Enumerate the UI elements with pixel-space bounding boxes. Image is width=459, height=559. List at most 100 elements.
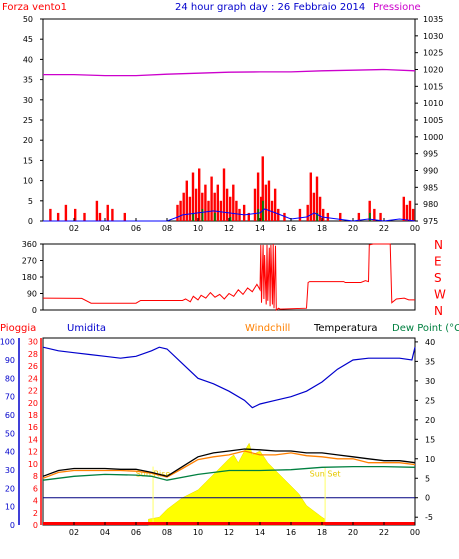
pressure-tick-label: 975 bbox=[423, 217, 438, 226]
wind-bar bbox=[322, 208, 325, 221]
gust-bar bbox=[257, 208, 260, 221]
pressure-tick-label: 1025 bbox=[423, 49, 443, 58]
humidity-line bbox=[42, 346, 416, 409]
temp-time-tick-label: 04 bbox=[100, 528, 110, 537]
humidity-axis-label: Umidita bbox=[67, 323, 106, 334]
wind-tick-label: 40 bbox=[23, 55, 33, 64]
wind-bar bbox=[267, 180, 271, 221]
pressure-tick-label: 1020 bbox=[423, 66, 443, 75]
wind-bar bbox=[408, 200, 412, 221]
pressure-tick-label: 990 bbox=[423, 167, 438, 176]
wind-time-tick-label: 20 bbox=[348, 224, 358, 233]
rain-tick-label: 16 bbox=[28, 423, 38, 432]
rain-tick-label: 30 bbox=[28, 338, 38, 347]
pressure-tick-label: 980 bbox=[423, 200, 438, 209]
wind-tick-label: 5 bbox=[28, 197, 33, 206]
wind-bar bbox=[213, 192, 216, 221]
wind-tick-label: 0 bbox=[28, 217, 33, 226]
wind-bar bbox=[326, 212, 330, 221]
pressure-axis-label: Pressione bbox=[373, 2, 421, 13]
wind-bar bbox=[210, 176, 213, 221]
wind-bar bbox=[95, 200, 99, 221]
wind-bar bbox=[207, 200, 210, 221]
wind-bar bbox=[219, 200, 223, 221]
direction-plot-frame bbox=[42, 243, 416, 311]
temp-time-tick-label: 20 bbox=[348, 528, 358, 537]
wind-bar bbox=[83, 212, 86, 221]
wind-tick-label: 25 bbox=[23, 116, 33, 125]
wind-bar bbox=[225, 188, 229, 221]
wind-bar bbox=[298, 208, 302, 221]
wind-bar bbox=[98, 212, 102, 221]
wind-time-tick-label: 04 bbox=[100, 224, 110, 233]
rain-tick-label: 22 bbox=[28, 387, 38, 396]
wind-time-tick-label: 10 bbox=[193, 224, 203, 233]
temp-time-tick-label: 02 bbox=[69, 528, 79, 537]
humidity-tick-label: 100 bbox=[0, 338, 15, 347]
temp-time-tick-label: 22 bbox=[379, 528, 389, 537]
wind-bar bbox=[306, 204, 309, 221]
wind-bar bbox=[402, 196, 405, 221]
temp-time-tick-label: 06 bbox=[131, 528, 141, 537]
wind-bar bbox=[256, 172, 260, 221]
wind-time-tick-label: 00 bbox=[410, 224, 420, 233]
rain-tick-label: 10 bbox=[28, 460, 38, 469]
wind-bar bbox=[64, 204, 68, 221]
wind-bar bbox=[194, 188, 198, 221]
wind-bar bbox=[222, 168, 226, 221]
wind-bar bbox=[49, 208, 52, 221]
gust-bar bbox=[229, 216, 232, 221]
temperature-humidity-chart: 0102030405060708090100024681012141618202… bbox=[0, 337, 435, 537]
wind-bar bbox=[309, 172, 312, 221]
wind-bar bbox=[247, 212, 250, 221]
temp-time-tick-label: 14 bbox=[255, 528, 265, 537]
temp-tick-label: 5 bbox=[425, 474, 430, 483]
wind-time-tick-label: 16 bbox=[286, 224, 296, 233]
wind-tick-label: 30 bbox=[23, 96, 33, 105]
wind-bar bbox=[179, 200, 182, 221]
humidity-tick-label: 40 bbox=[5, 448, 15, 457]
pressure-tick-label: 1030 bbox=[423, 32, 443, 41]
temp-time-tick-label: 10 bbox=[193, 528, 203, 537]
rain-tick-label: 12 bbox=[28, 448, 38, 457]
wind-time-tick-label: 06 bbox=[131, 224, 141, 233]
wind-bar bbox=[253, 188, 257, 221]
wind-tick-label: 35 bbox=[23, 76, 33, 85]
wind-bar bbox=[74, 208, 77, 221]
rain-tick-label: 6 bbox=[33, 484, 38, 493]
wind-bar bbox=[368, 200, 371, 221]
wind-bar bbox=[411, 208, 415, 221]
rain-tick-label: 0 bbox=[33, 521, 38, 530]
temperature-line bbox=[42, 448, 416, 477]
direction-tick-label: 180 bbox=[22, 273, 37, 282]
gust-bar bbox=[316, 212, 319, 221]
humidity-tick-label: 80 bbox=[5, 374, 15, 383]
wind-time-tick-label: 12 bbox=[224, 224, 234, 233]
temp-time-tick-label: 18 bbox=[317, 528, 327, 537]
humidity-tick-label: 20 bbox=[5, 484, 15, 493]
wind-bar bbox=[176, 204, 179, 221]
compass-label: W bbox=[434, 288, 446, 302]
wind-bar bbox=[261, 156, 264, 221]
direction-tick-label: 90 bbox=[27, 290, 37, 299]
temp-time-tick-label: 08 bbox=[162, 528, 172, 537]
wind-bar bbox=[216, 184, 219, 221]
direction-tick-label: 270 bbox=[22, 257, 37, 266]
wind-bar bbox=[198, 168, 201, 221]
direction-tick-label: 360 bbox=[22, 240, 37, 249]
compass-label: N bbox=[434, 304, 443, 318]
wind-bar bbox=[232, 184, 235, 221]
wind-bar bbox=[277, 208, 280, 221]
sunset-label: Sun Set bbox=[310, 469, 341, 478]
direction-line bbox=[42, 243, 415, 312]
humidity-tick-label: 70 bbox=[5, 393, 15, 402]
wind-bar bbox=[188, 196, 192, 221]
rain-tick-label: 28 bbox=[28, 350, 38, 359]
pressure-line bbox=[43, 68, 416, 77]
wind-time-tick-label: 14 bbox=[255, 224, 265, 233]
wind-bar bbox=[201, 192, 204, 221]
wind-bar bbox=[357, 212, 361, 221]
windchill-legend: Windchill bbox=[245, 323, 290, 334]
